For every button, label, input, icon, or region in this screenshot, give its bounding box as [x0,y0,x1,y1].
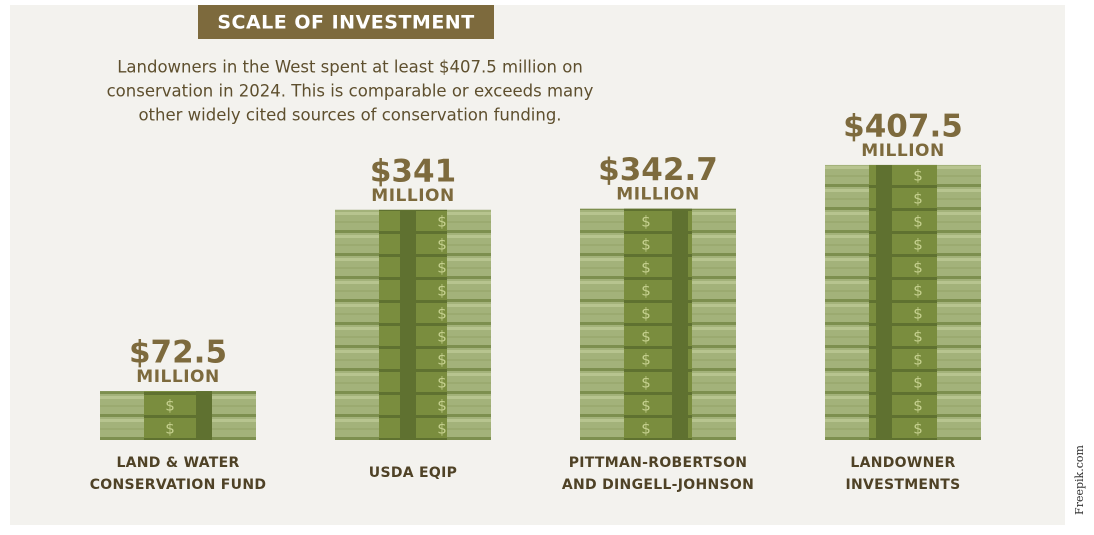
money-band [379,209,447,440]
category-label: PITTMAN-ROBERTSON [569,455,748,471]
category-label: LANDOWNER [850,455,955,471]
value-unit: MILLION [371,186,454,206]
value-unit: MILLION [861,141,944,161]
value-label: $72.5 [129,335,227,371]
subtitle-line: other widely cited sources of conservati… [138,106,561,125]
value-label: $407.5 [843,108,963,144]
category-label: INVESTMENTS [845,477,960,493]
title-box [198,5,494,39]
value-label: $342.7 [598,152,718,188]
value-unit: MILLION [616,185,699,205]
subtitle-line: conservation in 2024. This is comparable… [107,82,594,101]
subtitle-line: Landowners in the West spent at least $4… [117,58,583,77]
money-band [869,164,937,440]
title: SCALE OF INVESTMENT [217,12,474,34]
category-label: LAND & WATER [116,455,239,471]
category-label: CONSERVATION FUND [90,477,267,493]
money-band [144,391,212,440]
value-unit: MILLION [136,367,219,387]
credit: Freepik.com [1073,445,1086,515]
money-band [624,208,692,440]
category-label: USDA EQIP [369,465,457,481]
value-label: $341 [370,153,456,189]
category-label: AND DINGELL-JOHNSON [562,477,754,493]
